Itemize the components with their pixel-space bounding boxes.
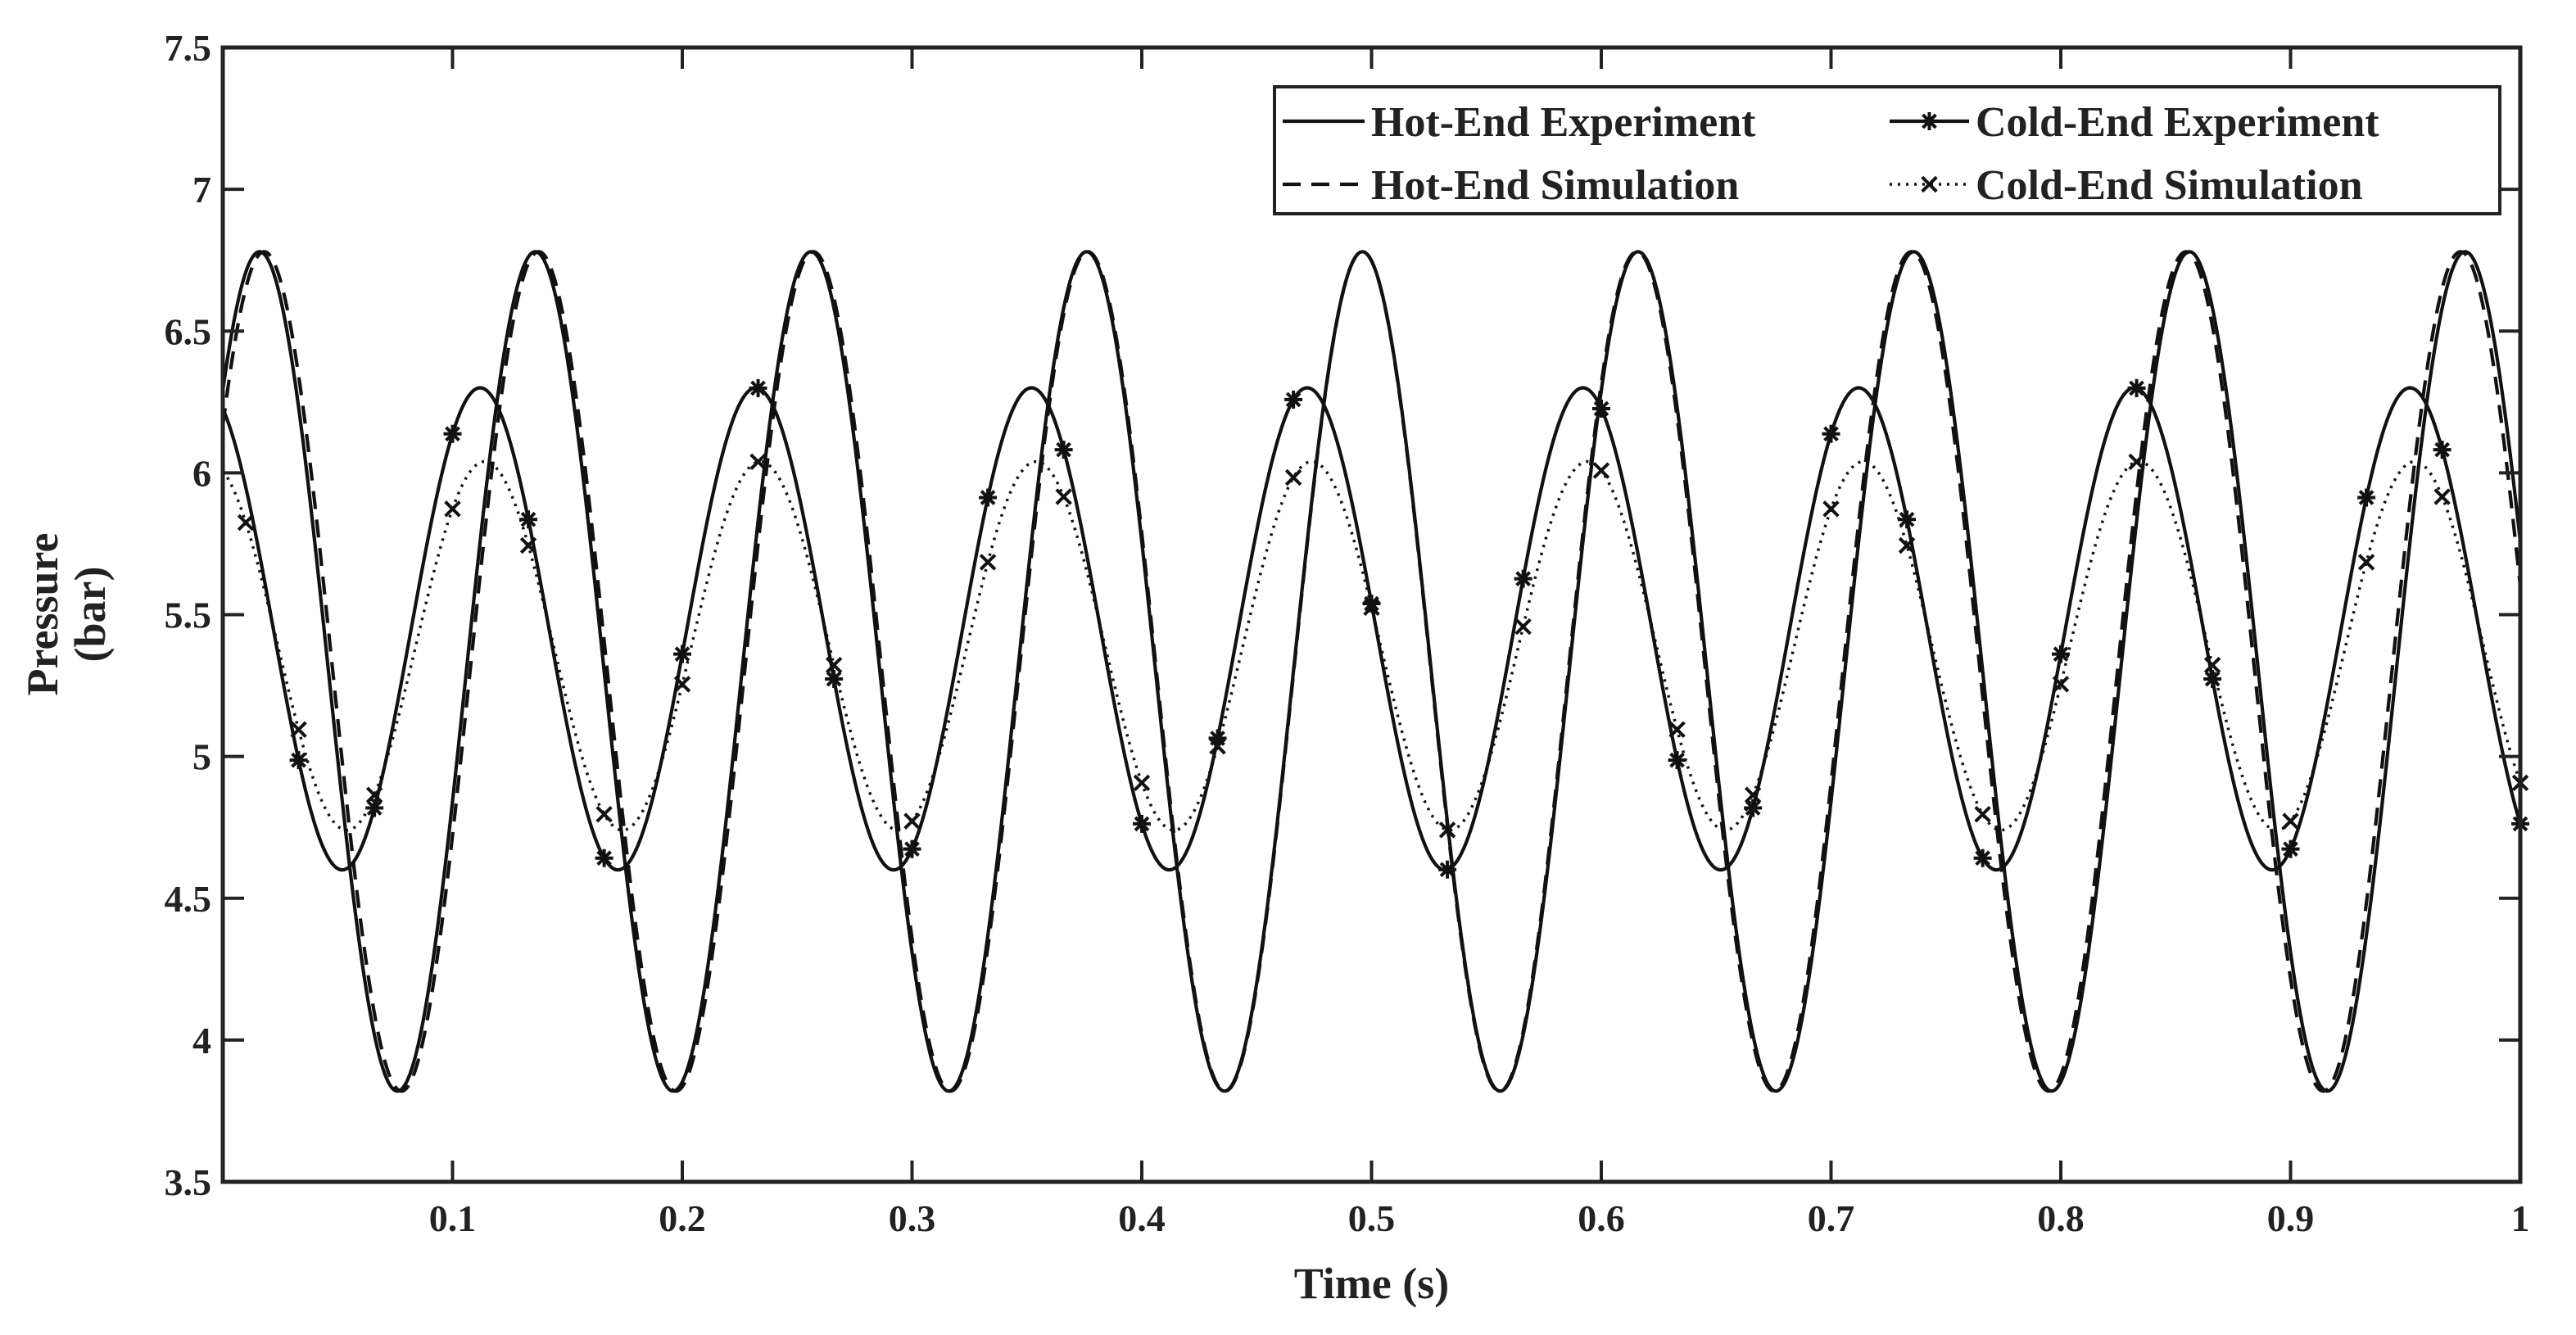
series-4-marker	[519, 536, 537, 554]
series-2-marker	[2357, 488, 2376, 507]
series-4-marker	[1284, 468, 1302, 486]
legend-marker-4	[1921, 175, 1938, 193]
series-2-marker	[1592, 399, 1610, 418]
y-tick-label: 4	[192, 1020, 211, 1061]
x-tick-label: 1	[2511, 1197, 2530, 1239]
series-2-marker	[1898, 510, 1917, 529]
series-4-marker	[1744, 786, 1762, 803]
legend-label-2: Cold-End Experiment	[1976, 99, 2379, 146]
legend-box	[1273, 85, 2501, 215]
x-tick-label: 0.3	[889, 1197, 936, 1239]
x-tick-label: 0.9	[2267, 1197, 2315, 1239]
series-2-marker	[1822, 424, 1840, 443]
legend-label-4: Cold-End Simulation	[1976, 162, 2363, 209]
y-tick-label: 3.5	[165, 1161, 212, 1203]
series-2-marker	[1668, 751, 1686, 770]
series-2-marker	[443, 424, 462, 443]
y-tick-label: 5.5	[165, 595, 212, 636]
x-tick-label: 0.5	[1348, 1197, 1396, 1239]
series-4-marker	[2433, 488, 2451, 505]
legend: Hot-End Experiment Cold-End Experiment Hot…	[1273, 85, 2501, 215]
series-2-marker	[1744, 799, 1763, 817]
series-2-marker	[2203, 670, 2222, 689]
y-axis-title-line-1: Pressure	[18, 533, 67, 696]
series-4-marker	[1055, 488, 1072, 505]
series-2-marker	[673, 645, 691, 663]
series-2-marker	[2281, 839, 2300, 858]
series-2-marker	[1973, 849, 1992, 867]
tick-layer: 0.1 0.2 0.3 0.4 0.5 0.6 0.7 0.8 0.9 1 3.5 4 4.5 5 5.5 6…	[165, 27, 2530, 1239]
series-2-marker	[2433, 441, 2452, 459]
legend-items: Hot-End Experiment Cold-End Experiment Hot…	[1283, 99, 2379, 209]
series-4-marker	[1898, 536, 1916, 554]
legend-marker-2	[1920, 112, 1939, 130]
series-4-marker	[1514, 618, 1532, 636]
y-tick-label: 6.5	[165, 310, 212, 352]
series-4-marker	[903, 812, 921, 830]
x-tick-label: 0.8	[2037, 1197, 2085, 1239]
series-4-marker	[2052, 676, 2070, 693]
legend-label-3: Hot-End Simulation	[1371, 162, 1739, 209]
series-2-marker	[1054, 441, 1073, 459]
x-tick-label: 0.6	[1578, 1197, 1625, 1239]
series-4-marker	[979, 554, 997, 571]
series-2-marker	[2127, 378, 2146, 397]
series-4-marker	[595, 805, 613, 823]
series-4-marker	[444, 500, 461, 518]
series-4-marker	[365, 786, 383, 803]
series-4-marker	[1363, 599, 1380, 617]
series-4-marker	[2357, 554, 2375, 571]
y-tick-label: 4.5	[165, 878, 212, 920]
series-4-marker	[2282, 812, 2299, 830]
x-tick-label: 0.2	[659, 1197, 706, 1239]
series-layer	[220, 250, 2529, 1093]
series-2-marker	[903, 839, 921, 858]
y-axis-title-line-2: (bar)	[66, 567, 115, 663]
x-tick-label: 0.7	[1808, 1197, 1855, 1239]
legend-label-1: Hot-End Experiment	[1371, 99, 1756, 146]
series-2-marker	[1514, 569, 1532, 588]
series-line-3	[220, 250, 2523, 1093]
series-4-marker	[1133, 774, 1151, 792]
series-4-marker	[825, 656, 843, 674]
x-tick-label: 0.1	[429, 1197, 477, 1239]
series-2-marker	[1133, 814, 1151, 833]
series-2-marker	[2052, 645, 2070, 663]
series-4-marker	[2128, 453, 2145, 471]
series-2-marker	[289, 751, 308, 770]
series-2-marker	[595, 849, 613, 867]
series-2-marker	[979, 488, 998, 507]
y-tick-label: 7.5	[165, 27, 212, 69]
series-2-marker	[1438, 860, 1457, 879]
series-4-marker	[749, 453, 767, 471]
y-tick-label: 5	[192, 736, 211, 778]
series-4-marker	[237, 514, 255, 532]
series-4-marker	[1974, 805, 1991, 823]
series-4-marker	[1668, 721, 1686, 738]
y-tick-label: 7	[192, 169, 211, 210]
series-4-marker	[673, 676, 691, 693]
series-2-marker	[519, 510, 538, 529]
series-4-marker	[1438, 821, 1456, 839]
series-4-marker	[1209, 737, 1226, 755]
y-tick-label: 6	[192, 452, 211, 494]
series-2-marker	[749, 378, 767, 397]
series-4-marker	[1822, 500, 1840, 518]
series-4-marker	[290, 721, 307, 738]
series-4-marker	[2203, 656, 2221, 674]
series-2-marker	[1284, 390, 1303, 409]
series-4-marker	[1592, 462, 1610, 479]
x-axis-title: Time (s)	[1294, 1259, 1449, 1308]
x-tick-label: 0.4	[1118, 1197, 1166, 1239]
